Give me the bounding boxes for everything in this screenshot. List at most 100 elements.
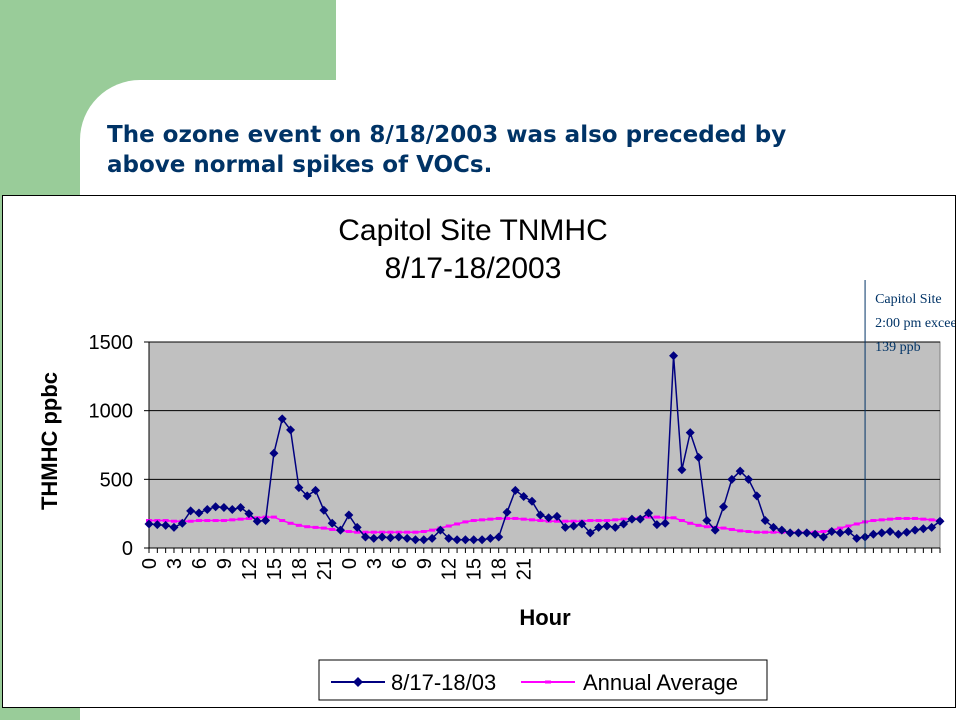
annual-average-point: [370, 530, 377, 534]
data-point-8-17-18-03: [419, 535, 429, 545]
data-point-8-17-18-03: [186, 506, 196, 516]
chart-subtitle: 8/17-18/2003: [385, 252, 562, 285]
annual-average-point: [728, 527, 735, 531]
x-tick-label: 18: [289, 558, 311, 580]
data-point-8-17-18-03: [702, 516, 712, 526]
annual-average-point: [487, 517, 494, 521]
annual-average-point: [304, 525, 311, 529]
data-point-8-17-18-03: [169, 522, 179, 532]
annual-average-point: [279, 519, 286, 523]
data-point-8-17-18-03: [918, 524, 928, 534]
y-axis-title: THMHC ppbc: [37, 372, 62, 510]
annual-average-point: [429, 528, 436, 532]
data-point-8-17-18-03: [344, 510, 354, 520]
data-point-8-17-18-03: [144, 519, 154, 529]
data-point-8-17-18-03: [852, 533, 862, 543]
annual-average-point: [887, 517, 894, 521]
annual-average-point: [612, 518, 619, 522]
chart-legend: 8/17-18/03 Annual Average: [318, 659, 768, 701]
annual-average-point: [687, 521, 694, 525]
annual-average-point: [553, 519, 560, 523]
annual-average-point: [495, 516, 502, 520]
data-point-8-17-18-03: [402, 533, 412, 543]
annual-average-point: [595, 519, 602, 523]
annual-average-point: [603, 519, 610, 523]
x-axis-title: Hour: [519, 605, 571, 630]
data-point-8-17-18-03: [719, 502, 729, 512]
y-tick-label: 0: [122, 538, 133, 560]
legend-marker-annual-average: [545, 680, 551, 684]
annual-average-point: [845, 524, 852, 528]
data-point-8-17-18-03: [452, 535, 462, 545]
data-point-8-17-18-03: [585, 528, 595, 538]
annual-average-point: [920, 517, 927, 521]
data-point-8-17-18-03: [502, 507, 512, 517]
annual-average-point: [187, 519, 194, 523]
annual-average-point: [745, 530, 752, 534]
data-point-8-17-18-03: [677, 465, 687, 475]
annual-average-point: [395, 530, 402, 534]
data-point-8-17-18-03: [885, 527, 895, 537]
data-point-8-17-18-03: [594, 522, 604, 532]
annual-average-point: [720, 526, 727, 530]
data-point-8-17-18-03: [835, 528, 845, 538]
data-point-8-17-18-03: [694, 452, 704, 462]
data-point-8-17-18-03: [177, 518, 187, 528]
annual-average-point: [870, 519, 877, 523]
annotation-text-line: 139 ppb: [875, 340, 921, 355]
x-tick-label: 3: [164, 558, 186, 569]
data-point-8-17-18-03: [152, 520, 162, 530]
data-point-8-17-18-03: [311, 485, 321, 495]
data-point-8-17-18-03: [161, 520, 171, 530]
data-point-8-17-18-03: [519, 492, 529, 501]
data-point-8-17-18-03: [793, 528, 803, 538]
x-tick-label: 6: [389, 558, 411, 569]
data-point-8-17-18-03: [802, 528, 812, 538]
annual-average-point: [220, 519, 227, 523]
annual-average-point: [404, 530, 411, 534]
data-point-8-17-18-03: [910, 525, 920, 535]
annual-average-point: [504, 516, 511, 520]
annual-average-point: [820, 530, 827, 534]
slide-title-line-1: The ozone event on 8/18/2003 was also pr…: [107, 122, 787, 148]
data-point-8-17-18-03: [236, 502, 246, 512]
data-point-8-17-18-03: [336, 525, 346, 535]
plot-area: [148, 341, 941, 549]
data-point-8-17-18-03: [269, 448, 279, 458]
data-point-8-17-18-03: [252, 516, 262, 526]
data-point-8-17-18-03: [202, 505, 212, 515]
annual-average-point: [562, 519, 569, 523]
annual-average-point: [195, 519, 202, 523]
annual-average-point: [270, 515, 277, 519]
data-point-8-17-18-03: [818, 532, 828, 542]
annual-average-point: [512, 516, 519, 520]
y-tick-label: 1000: [89, 401, 134, 423]
annual-average-point: [454, 522, 461, 526]
annual-average-point: [753, 530, 760, 534]
annual-average-point: [903, 516, 910, 520]
annual-average-point: [420, 530, 427, 534]
annual-average-point: [837, 526, 844, 530]
annual-average-point: [620, 517, 627, 521]
annual-average-point: [212, 519, 219, 523]
annual-average-point: [520, 517, 527, 521]
annual-average-point: [737, 529, 744, 533]
y-tick-label: 1500: [89, 332, 134, 354]
data-point-8-17-18-03: [619, 519, 629, 529]
x-tick-label: 12: [239, 558, 261, 580]
annual-average-point: [853, 522, 860, 526]
data-point-8-17-18-03: [352, 522, 362, 532]
x-tick-label: 9: [414, 558, 436, 569]
data-point-8-17-18-03: [427, 533, 437, 543]
data-point-8-17-18-03: [935, 516, 945, 526]
data-point-8-17-18-03: [927, 522, 937, 532]
data-point-8-17-18-03: [527, 496, 537, 506]
data-point-8-17-18-03: [868, 529, 878, 539]
annual-average-point: [387, 530, 394, 534]
data-point-8-17-18-03: [685, 428, 695, 438]
data-point-8-17-18-03: [768, 522, 778, 532]
annual-average-point: [695, 523, 702, 527]
data-point-8-17-18-03: [369, 533, 379, 543]
annual-average-point: [445, 524, 452, 528]
